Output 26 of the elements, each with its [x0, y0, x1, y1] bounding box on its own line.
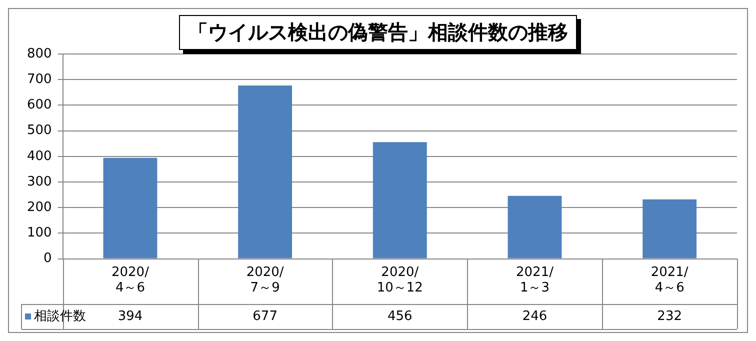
x-tick-label: 2021/4～6: [650, 264, 689, 296]
y-tick-label: 200: [26, 200, 52, 215]
y-tick-label: 700: [26, 72, 52, 87]
y-tick-label: 600: [26, 98, 52, 113]
chart-title: 「ウイルス検出の偽警告」相談件数の推移: [179, 15, 577, 50]
y-tick-label: 800: [26, 46, 52, 62]
bar: [508, 196, 562, 258]
y-tick-label: 100: [26, 226, 52, 241]
x-tick-label: 2021/1～3: [516, 264, 554, 296]
bar: [372, 142, 427, 258]
bar: [103, 158, 158, 258]
data-label: 246: [522, 308, 548, 324]
data-label: 456: [387, 308, 412, 324]
legend-label: 相談件数: [34, 308, 86, 324]
bar: [238, 85, 292, 258]
y-tick-label: 400: [26, 148, 52, 164]
x-tick-label: 2020/4～6: [111, 264, 150, 296]
y-tick-label: 0: [44, 251, 52, 266]
data-label: 677: [252, 308, 278, 324]
bar: [642, 199, 697, 258]
data-label: 394: [118, 308, 143, 324]
x-tick-label: 2020/10～12: [376, 264, 423, 296]
y-tick-label: 300: [26, 174, 52, 190]
data-label: 232: [657, 308, 682, 324]
x-tick-label: 2020/7～9: [246, 264, 284, 296]
y-tick-label: 500: [26, 123, 52, 138]
